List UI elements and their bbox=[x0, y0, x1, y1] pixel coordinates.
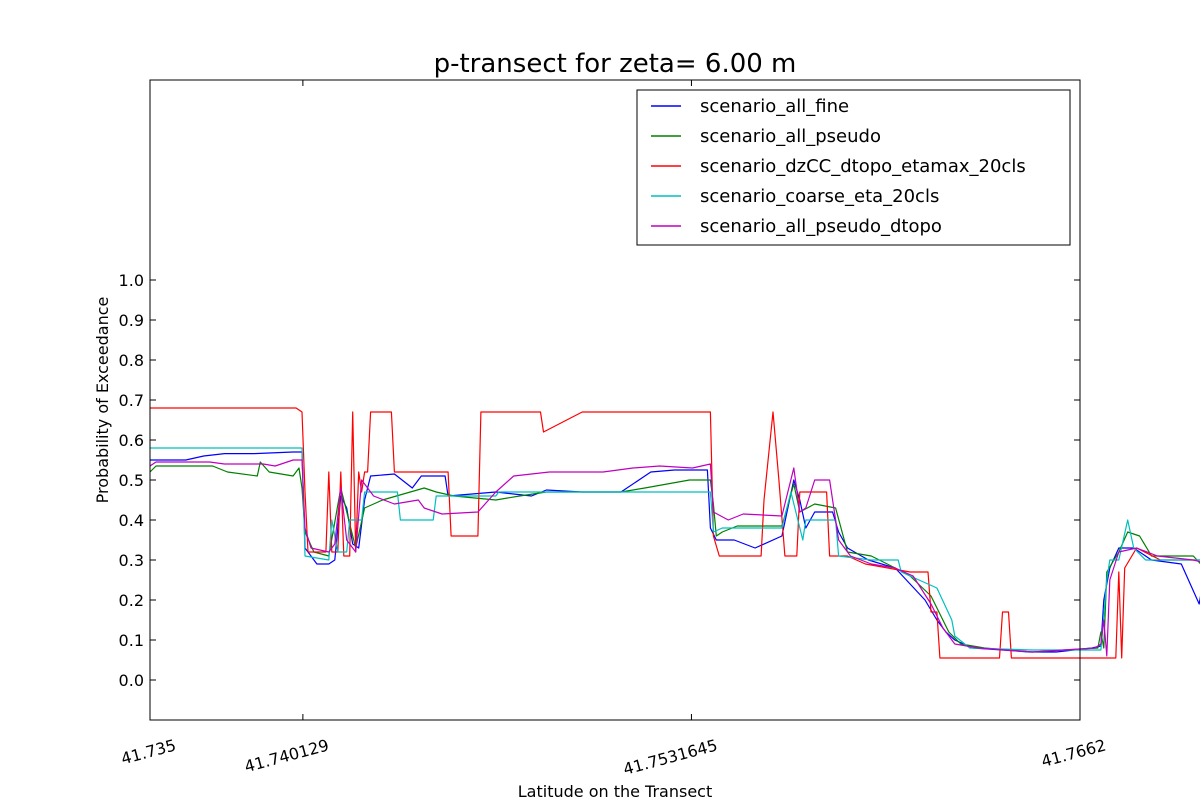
legend-box bbox=[636, 89, 1071, 246]
chart-title: p-transect for zeta= 6.00 m bbox=[434, 49, 797, 79]
y-axis: 0.0 0.1 0.2 0.3 0.4 0.5 0.6 0.7 0.8 0.9 1.0 bbox=[119, 271, 1080, 690]
series-line-scenario_coarse_eta_20cls bbox=[150, 447, 1200, 651]
legend-entry-label: scenario_all_pseudo bbox=[700, 126, 881, 147]
y-tick-label: 0.6 bbox=[119, 431, 144, 450]
y-tick-label: 1.0 bbox=[119, 271, 144, 290]
y-tick-label: 0.9 bbox=[119, 311, 144, 330]
y-tick-label: 0.8 bbox=[119, 351, 144, 370]
y-tick-label: 0.4 bbox=[119, 511, 144, 530]
legend: scenario_all_fine scenario_all_pseudoscen… bbox=[636, 89, 1071, 246]
series-line-scenario_all_pseudo_dtopo bbox=[149, 459, 1200, 657]
y-tick-label: 0.2 bbox=[119, 591, 144, 610]
y-axis-label: Probability of Exceedance bbox=[93, 297, 112, 504]
series-line-scenario_dzCC_dtopo_etamax_20cls bbox=[150, 407, 1200, 659]
y-tick-label: 0.3 bbox=[119, 551, 144, 570]
y-tick-label: 0.1 bbox=[119, 631, 144, 650]
legend-entry-label: scenario_coarse_eta_20cls bbox=[700, 186, 939, 207]
legend-entry-label: scenario_all_pseudo_dtopo bbox=[700, 216, 942, 237]
y-tick-label: 0.0 bbox=[119, 671, 144, 690]
series-lines bbox=[149, 407, 1200, 659]
y-tick-label: 0.5 bbox=[119, 471, 144, 490]
x-axis-label: Latitude on the Transect bbox=[518, 782, 713, 800]
legend-entry-label: scenario_all_fine bbox=[700, 96, 849, 117]
legend-entry-label: scenario_dzCC_dtopo_etamax_20cls bbox=[700, 156, 1026, 177]
y-tick-label: 0.7 bbox=[119, 391, 144, 410]
